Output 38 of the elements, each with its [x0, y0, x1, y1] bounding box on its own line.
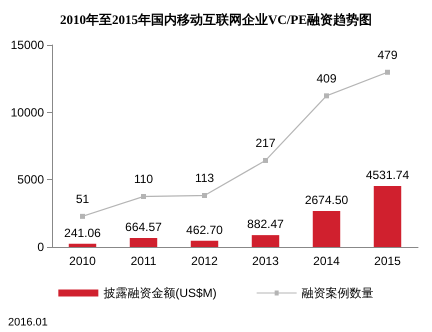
data-label: 462.70 [186, 222, 224, 237]
point [141, 194, 146, 199]
point [263, 158, 268, 163]
x-tick-label: 2015 [374, 254, 402, 268]
point [385, 70, 390, 75]
x-tick-label: 2012 [191, 254, 218, 268]
data-label: 2674.50 [304, 192, 349, 207]
data-label: 664.57 [125, 220, 162, 234]
data-label: 882.47 [247, 217, 284, 232]
point [324, 93, 329, 98]
bar [252, 235, 280, 247]
point [80, 214, 85, 219]
y-tick-label: 15000 [10, 38, 44, 52]
bar [68, 244, 96, 247]
y-tick-label: 0 [37, 240, 44, 254]
chart-title: 2010年至2015年国内移动互联网企业VC/PE融资趋势图 [60, 12, 372, 27]
text: 2016.01 [8, 316, 48, 328]
data-label: 409 [316, 71, 337, 86]
data-label: 51 [76, 192, 90, 206]
bar [190, 240, 218, 247]
legend-label: 融资案例数量 [302, 286, 374, 300]
data-label: 113 [194, 170, 214, 185]
point [202, 192, 207, 198]
data-label: 479 [377, 48, 398, 62]
y-tick-label: 5000 [17, 172, 44, 187]
data-label: 217 [255, 136, 276, 150]
legend-label: 披露融资金额(US$M) [103, 286, 217, 300]
data-label: 110 [134, 172, 154, 186]
x-tick-label: 2014 [313, 254, 340, 268]
bar [374, 186, 402, 247]
bar [312, 210, 340, 247]
data-label: 4531.74 [366, 168, 410, 182]
x-tick-label: 2010 [69, 254, 96, 268]
data-label: 241.06 [64, 226, 102, 240]
x-tick-label: 2011 [130, 254, 157, 268]
x-tick-label: 2013 [252, 254, 280, 268]
bar [130, 238, 158, 247]
y-tick-label: 10000 [10, 105, 44, 120]
